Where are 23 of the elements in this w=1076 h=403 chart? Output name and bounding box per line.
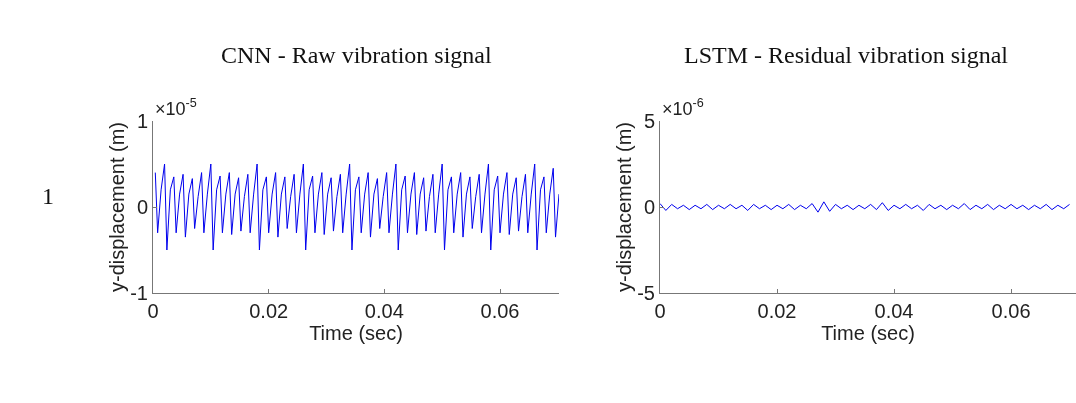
x-tick-label: 0.04 [364,300,404,322]
y-tick-label: 1 [136,110,148,132]
y-tick-label: 0 [643,196,655,218]
y-tick-label: -5 [637,282,655,304]
line-series [660,201,1071,213]
text: ×10$^{-5}$ [155,96,197,119]
x-tick-label: 0.02 [249,300,289,322]
text: ×10$^{-6}$ [662,96,704,119]
x-tick-label: 0.02 [757,300,797,322]
text: 1 [42,183,54,209]
x-axis-title: Time (sec) [821,322,915,344]
line-series [154,163,559,251]
y-axis-title: y-displacement (m) [105,121,128,293]
chart-title: LSTM - Residual vibration signal [684,42,1009,68]
x-tick-label: 0.06 [991,300,1031,322]
x-tick-label: 0.06 [480,300,520,322]
x-axis-title: Time (sec) [309,322,403,344]
y-tick-label: -1 [130,282,148,304]
y-axis-title: y-displacement (m) [612,121,635,293]
y-tick-label: 0 [136,196,148,218]
chart-title: CNN - Raw vibration signal [221,42,492,68]
y-tick-label: 5 [643,110,655,132]
x-tick-label: 0.04 [874,300,914,322]
